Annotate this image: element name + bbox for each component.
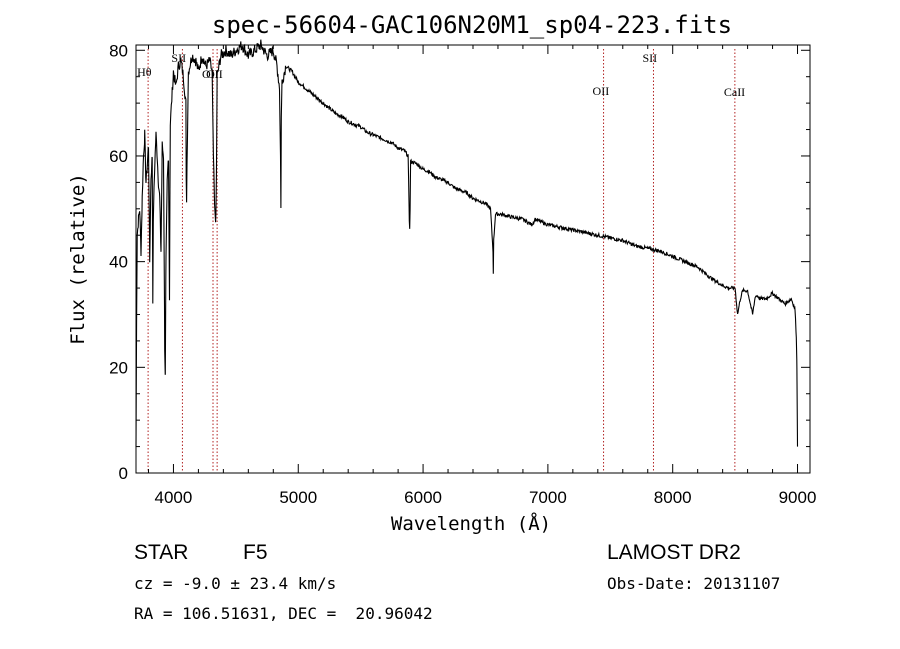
spectrum-line [135,39,799,447]
survey-label: LAMOST DR2 [607,541,741,564]
plot-frame [135,44,811,474]
marker-label: SII [171,51,186,65]
marker-label: OII [593,84,610,98]
subclass-label: F5 [243,541,268,564]
x-tick-label: 4000 [155,488,193,507]
y-axis-label: Flux (relative) [67,173,89,345]
marker-label: OII [206,67,223,81]
y-tick-label: 80 [109,41,128,60]
x-tick-label: 6000 [404,488,442,507]
x-tick-label: 8000 [654,488,692,507]
marker-label: SII [642,51,657,65]
y-tick-label: 60 [109,147,128,166]
marker-label: Hθ [137,65,152,79]
x-tick-label: 5000 [279,488,317,507]
x-axis-label: Wavelength (Å) [391,512,551,535]
y-tick-label: 40 [109,253,128,272]
y-tick-label: 0 [119,464,128,483]
chart-title: spec-56604-GAC106N20M1_sp04-223.fits [212,11,732,39]
y-axis-ticks: 0 20 40 60 80 [109,41,810,483]
x-tick-label: 9000 [779,488,817,507]
obs-date-label: Obs-Date: 20131107 [607,574,780,593]
marker-label: CaII [724,85,745,99]
marker-lines [147,49,736,473]
x-axis-ticks: 4000 5000 6000 7000 8000 9000 [147,45,817,507]
redshift-label: cz = -9.0 ± 23.4 km/s [134,574,336,593]
coords-label: RA = 106.51631, DEC = 20.96042 [134,604,433,623]
marker-label: OII [202,67,219,81]
y-tick-label: 20 [109,358,128,377]
class-label: STAR [134,541,188,564]
x-tick-label: 7000 [529,488,567,507]
